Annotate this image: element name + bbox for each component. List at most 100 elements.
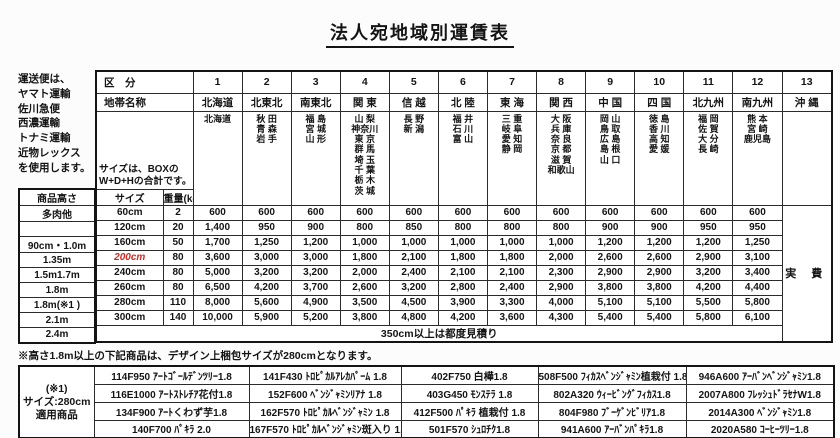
carrier-note: 運送便は、 ヤマト運輸 佐川急便 西濃運輸 トナミ運輸 近物レックス を使用します。	[18, 72, 94, 176]
title-wrap: 法人宛地域別運賃表	[0, 19, 840, 48]
carrier-note-line: 近物レックス	[18, 146, 81, 159]
page-title: 法人宛地域別運賃表	[326, 19, 514, 48]
rate-cell: 8,000	[192, 294, 243, 311]
prefecture-name: 三 重	[501, 113, 523, 124]
rate-cell: 2,600	[634, 249, 685, 266]
rate-cell: 3,600	[486, 309, 538, 326]
sku-item: 402F750 白樺1.8	[400, 365, 539, 385]
prefecture-name: 熊 本	[747, 113, 768, 124]
rate-cell: 3,600	[192, 249, 243, 266]
weight-cell: 80	[162, 279, 194, 296]
weight-cell: 2	[162, 204, 194, 221]
prefecture-name: 群 馬	[354, 144, 376, 155]
rate-cell: 2,400	[388, 264, 439, 281]
sku-item: 152F600 ﾍﾞﾝｼﾞｬﾐﾝﾘｱﾅ 1.8	[248, 383, 402, 403]
box-size-note-line: W+D+Hの合計です。	[99, 175, 192, 187]
sku-item: 941A600 ｱｰﾊﾞﾝﾊﾟｷﾗ1.8	[537, 419, 687, 438]
table-row: サイズは、BOXの W+D+Hの合計です。 北海道秋 田青 森岩 手福 島宮 城山 …	[95, 110, 833, 206]
zone-prefectures: 山 梨神奈川東 京群 馬埼 玉千 葉栃 木茨 城	[339, 110, 390, 206]
rate-cell: 4,500	[388, 294, 439, 311]
okinawa-fee-cell: 実 費	[781, 204, 833, 342]
rate-cell: 1,800	[437, 249, 488, 266]
rate-cell: 3,200	[241, 264, 292, 281]
prefecture-name: 大 阪	[550, 113, 572, 124]
zone-number: 2	[241, 70, 292, 94]
height-label: 2.4m	[18, 327, 96, 343]
table-row: 200cm 80 3,600 3,000 3,000 1,800 2,100 1,800 1,8…	[95, 249, 832, 266]
prefecture-name: 愛 知	[501, 134, 523, 145]
oversize-note: 350cm以上は都度見積り	[95, 324, 783, 342]
rate-cell: 3,400	[732, 264, 783, 281]
prefecture-name: 山 形	[305, 134, 326, 145]
table-row: 1.8m	[18, 282, 96, 298]
zone-corner-header: 区 分	[95, 70, 194, 94]
prefecture-name: 島 根	[599, 144, 621, 155]
rate-cell: 4,800	[388, 309, 439, 326]
rate-cell: 1,200	[290, 234, 341, 251]
rate-cell: 3,200	[683, 264, 734, 281]
zone-prefectures: 徳 島香 川高 知愛 媛	[634, 110, 685, 206]
prefecture-name: 岐 阜	[501, 123, 523, 134]
rate-cell: 3,800	[339, 309, 390, 326]
table-row: 1.8m(※1 )	[18, 297, 96, 313]
table-row: 60cm 2 600 600 600 600 600 600 600 600 600 600 600 60…	[95, 204, 833, 342]
rate-cell: 1,000	[536, 234, 587, 251]
rate-cell: 2,100	[486, 264, 538, 281]
prefecture-name: 山 口	[599, 154, 621, 165]
rate-cell: 4,000	[536, 294, 587, 311]
zone-prefectures: 岡 山鳥 取広 島島 根山 口	[585, 110, 636, 206]
sku-item: 141F430 ﾄﾛﾋﾟｶﾙｱﾚｶﾊﾟｰﾑ 1.8	[248, 365, 402, 385]
table-row: 1.5m1.7m	[18, 267, 96, 283]
table-row: 2.4m	[18, 327, 96, 343]
sku-item: 2020A580 ｺｰﾋｰﾂﾘｰ1.8	[685, 419, 835, 438]
rate-cell: 1,000	[486, 234, 538, 251]
rate-cell: 1,250	[241, 234, 292, 251]
rate-cell: 3,100	[732, 249, 783, 266]
table-row	[18, 221, 96, 237]
rate-cell: 5,100	[634, 294, 685, 311]
zone-prefectures	[781, 110, 833, 206]
rate-cell: 5,100	[585, 294, 636, 311]
zone-number: 10	[634, 70, 685, 94]
zone-number: 5	[388, 70, 439, 94]
zone-prefectures: 福 岡佐 賀大 分長 崎	[683, 110, 734, 206]
zone-number: 9	[585, 70, 636, 94]
sku-item: 802A320 ｳｨｰﾋﾞﾝｸﾞﾌｨｶｽ1.8	[537, 383, 687, 403]
rate-cell: 5,800	[732, 294, 783, 311]
table-row: 2.1m	[18, 312, 96, 328]
rate-cell: 1,400	[192, 219, 243, 236]
zone-name-header: 地帯名称	[95, 92, 194, 112]
prefecture-name: 福 井	[452, 113, 474, 124]
table-row: 140F700 ﾊﾟｷﾗ 2.0 167F570 ﾄﾛﾋﾟｶﾙﾍﾞﾝｼﾞｬﾐﾝ斑入…	[19, 419, 835, 438]
box-size-note: サイズは、BOXの W+D+Hの合計です。	[95, 110, 194, 190]
prefecture-name: 富 山	[452, 134, 474, 145]
zone-name: 関 西	[536, 92, 587, 112]
rate-cell: 3,000	[290, 249, 341, 266]
size-cell: 280cm	[95, 294, 164, 311]
zone-number: 6	[437, 70, 488, 94]
rate-cell: 6,500	[192, 279, 243, 296]
zone-name: 北東北	[241, 92, 292, 112]
rate-cell: 600	[585, 204, 636, 221]
rate-cell: 5,600	[241, 294, 292, 311]
prefecture-name: 長 崎	[698, 144, 719, 155]
rate-cell: 600	[290, 204, 341, 221]
prefecture-name: 茨 城	[354, 185, 376, 196]
prefecture-name: 宮 城	[305, 123, 326, 134]
table-row: 300cm 140 10,000 5,900 5,200 3,800 4,800 4,200 3…	[95, 309, 832, 326]
prefecture-name: 広 島	[599, 134, 621, 145]
sku-table-label: (※1) サイズ:280cm 適用商品	[18, 365, 95, 438]
height-label: 1.8m(※1 )	[18, 297, 96, 313]
prefecture-name: 千 葉	[354, 164, 376, 175]
sku-item: 946A600 ｱｰﾊﾞﾝﾍﾞﾝｼﾞｬﾐﾝ1.8	[685, 365, 835, 385]
prefecture-name: 愛 媛	[648, 144, 670, 155]
rate-cell: 900	[290, 219, 341, 236]
rate-cell: 950	[241, 219, 292, 236]
rate-cell: 2,900	[536, 279, 587, 296]
rate-cell: 3,700	[290, 279, 341, 296]
rate-cell: 600	[437, 204, 488, 221]
rate-cell: 800	[437, 219, 488, 236]
rate-cell: 4,400	[732, 279, 783, 296]
sku-item: 114F950 ｱｰﾄｺﾞｰﾙﾃﾞﾝﾂﾘｰ1.8	[93, 365, 250, 385]
height-label: 2.1m	[18, 312, 96, 328]
